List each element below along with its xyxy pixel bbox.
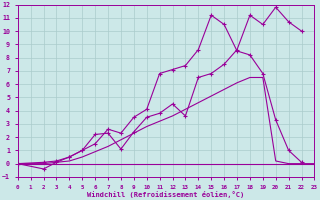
X-axis label: Windchill (Refroidissement éolien,°C): Windchill (Refroidissement éolien,°C) [87,191,245,198]
